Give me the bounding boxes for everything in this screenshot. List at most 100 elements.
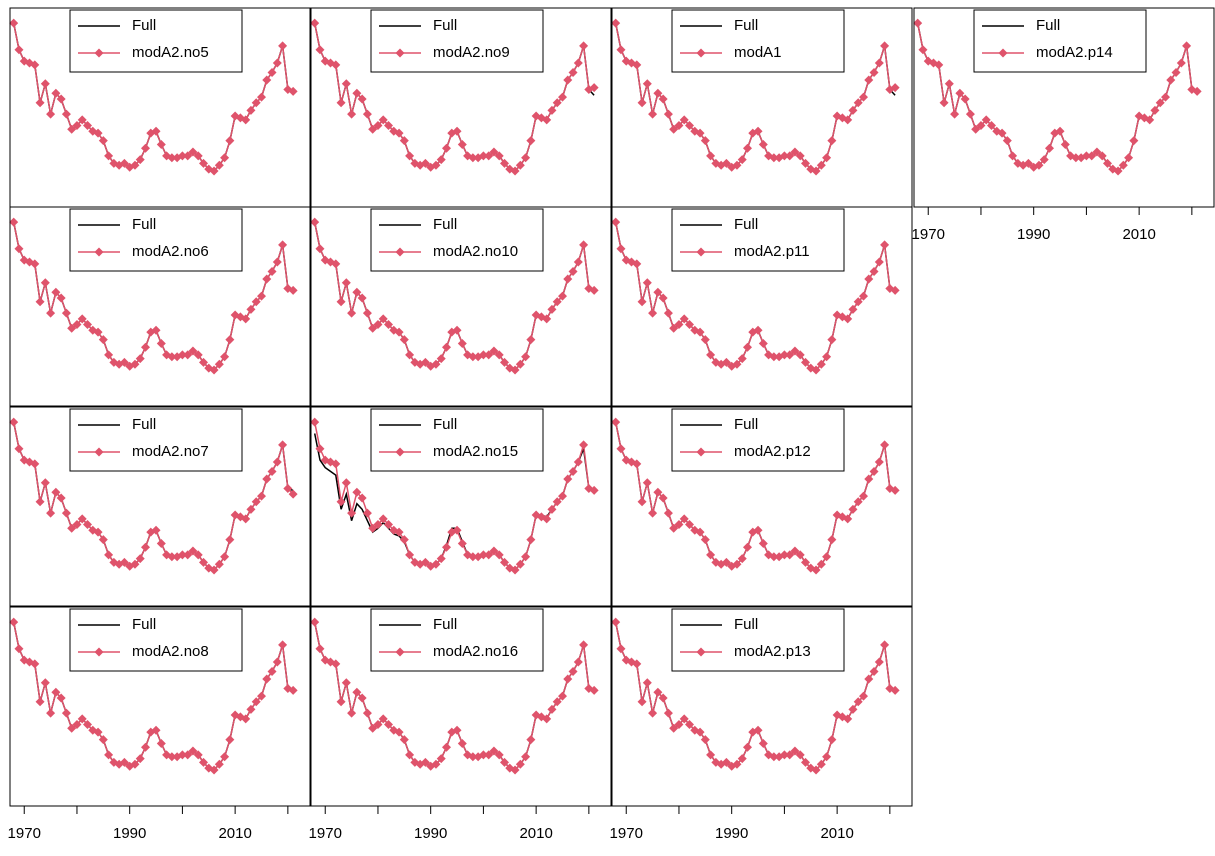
data-point [642, 278, 652, 288]
data-point [743, 542, 753, 552]
data-point [67, 723, 77, 733]
data-point [499, 757, 509, 767]
data-point [220, 352, 230, 362]
data-point [753, 325, 763, 335]
data-point [858, 691, 868, 701]
legend-box [671, 408, 845, 472]
data-point [272, 457, 282, 467]
data-point [193, 151, 203, 161]
data-point [341, 478, 351, 488]
data-point [384, 720, 394, 730]
data-point [167, 153, 177, 163]
data-point [436, 354, 446, 364]
data-point [151, 525, 161, 535]
data-point [368, 723, 378, 733]
data-point [452, 725, 462, 735]
legend-marker [94, 247, 104, 257]
data-point [795, 750, 805, 760]
data-point [352, 88, 362, 98]
data-point [874, 257, 884, 267]
data-point [478, 350, 488, 360]
data-point [579, 640, 589, 650]
data-point [214, 759, 224, 769]
legend-label: Full [132, 616, 156, 633]
data-point [632, 259, 642, 269]
data-point [568, 67, 578, 77]
data-point [347, 308, 357, 318]
data-point [880, 640, 890, 650]
data-point [616, 644, 626, 654]
data-point [939, 98, 949, 108]
data-point [156, 538, 166, 548]
data-point [251, 497, 261, 507]
data-point [568, 266, 578, 276]
data-point [362, 109, 372, 119]
data-point [104, 750, 114, 760]
data-point [67, 323, 77, 333]
data-point [267, 466, 277, 476]
data-point [457, 538, 467, 548]
data-point [526, 335, 536, 345]
data-point [1087, 151, 1097, 161]
data-point [225, 335, 235, 345]
data-point [494, 151, 504, 161]
data-point [695, 128, 705, 138]
data-point [489, 546, 499, 556]
data-point [478, 550, 488, 560]
data-point [119, 357, 129, 367]
data-point [769, 153, 779, 163]
x-tick-label: 2010 [218, 825, 251, 842]
data-point [399, 735, 409, 745]
data-point [135, 155, 145, 165]
data-point [706, 350, 716, 360]
data-point [853, 497, 863, 507]
data-point [1008, 151, 1018, 161]
data-point [663, 508, 673, 518]
data-point [9, 417, 19, 427]
legend-label: modA2.no15 [433, 443, 518, 460]
data-point [573, 657, 583, 667]
data-point [61, 708, 71, 718]
data-point [209, 166, 219, 176]
data-point [177, 350, 187, 360]
legend-box [370, 608, 544, 672]
data-point [573, 257, 583, 267]
data-point [653, 287, 663, 297]
data-point [198, 158, 208, 168]
data-point [663, 109, 673, 119]
data-point [695, 327, 705, 337]
data-point [251, 297, 261, 307]
data-point [83, 320, 93, 330]
data-point [800, 357, 810, 367]
data-point [251, 98, 261, 108]
data-point [521, 352, 531, 362]
data-point [119, 158, 129, 168]
data-point [478, 750, 488, 760]
data-point [521, 153, 531, 163]
data-point [521, 552, 531, 562]
data-point [151, 325, 161, 335]
data-point [40, 278, 50, 288]
data-point [457, 338, 467, 348]
legend-label: modA1 [734, 44, 782, 61]
data-point [494, 550, 504, 560]
data-point [209, 365, 219, 375]
data-point [51, 687, 61, 697]
data-point [193, 750, 203, 760]
data-point [51, 487, 61, 497]
data-point [352, 287, 362, 297]
data-point [156, 338, 166, 348]
data-point [177, 750, 187, 760]
data-point [785, 550, 795, 560]
legend-label: modA2.p11 [734, 243, 810, 260]
data-point [758, 338, 768, 348]
legend-label: Full [1036, 17, 1060, 34]
data-point [225, 735, 235, 745]
data-point [843, 115, 853, 125]
data-point [632, 659, 642, 669]
data-point [790, 546, 800, 556]
legend-marker [94, 48, 104, 58]
data-point [494, 750, 504, 760]
data-point [288, 489, 298, 499]
